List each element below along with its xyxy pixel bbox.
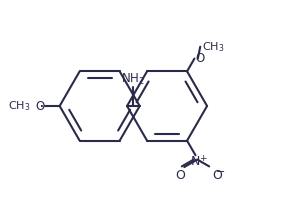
Text: O: O bbox=[35, 99, 44, 113]
Text: +: + bbox=[199, 154, 207, 163]
Text: O: O bbox=[175, 169, 185, 182]
Text: O: O bbox=[212, 169, 222, 182]
Text: NH$_2$: NH$_2$ bbox=[121, 71, 145, 87]
Text: O: O bbox=[195, 52, 204, 65]
Text: N: N bbox=[191, 155, 200, 168]
Text: CH$_3$: CH$_3$ bbox=[202, 40, 225, 54]
Text: CH$_3$: CH$_3$ bbox=[8, 99, 31, 113]
Text: −: − bbox=[216, 167, 225, 177]
